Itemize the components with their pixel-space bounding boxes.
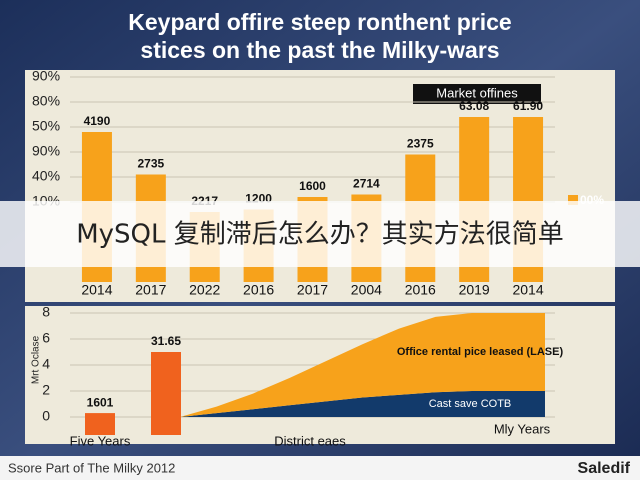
footer: Ssore Part of The Milky 2012 [8, 460, 175, 475]
value-label: 2735 [137, 157, 164, 171]
value-label: 1600 [299, 179, 326, 193]
x-tick-label: 2017 [297, 282, 328, 298]
value-label: 31.65 [151, 334, 181, 348]
x-tick-label: 2016 [405, 282, 436, 298]
x-tick-label: 2019 [459, 282, 490, 298]
side-marker [568, 195, 578, 205]
area [180, 313, 545, 417]
y-tick-label: 8 [42, 304, 50, 320]
y-axis-label: Mrt Oclase [31, 335, 42, 384]
y-tick-label: 80% [32, 93, 60, 109]
value-label: 61.90 [513, 99, 543, 113]
footer-strip [0, 456, 640, 480]
x-tick-label: 2004 [351, 282, 382, 298]
x-tick-label: Five Years [70, 433, 131, 448]
x-tick-label: 2017 [135, 282, 166, 298]
y-tick-label: 90% [32, 68, 60, 84]
x-tick-label: 2016 [243, 282, 274, 298]
value-label: 4190 [84, 114, 111, 128]
legend-box [413, 84, 541, 104]
y-tick-label: 4 [42, 356, 50, 372]
banner [0, 201, 640, 267]
y-tick-label: 6 [42, 330, 50, 346]
bar [85, 413, 115, 435]
x-tick-label: 2022 [189, 282, 220, 298]
bar [151, 352, 181, 435]
y-tick-label: 50% [32, 118, 60, 134]
y-tick-label: 40% [32, 168, 60, 184]
value-label: 2375 [407, 137, 434, 151]
chart-subtitle: stices on the past the Milky-wars [140, 37, 499, 63]
brand: Saledif [578, 460, 631, 477]
x-label: District eaes [274, 433, 346, 448]
x-label: Mly Years [494, 421, 551, 436]
y-tick-label: 2 [42, 382, 50, 398]
x-tick-label: 2014 [81, 282, 112, 298]
area [180, 391, 545, 417]
chart-title: Keypard offire steep ronthent price [128, 9, 511, 35]
y-tick-label: 0 [42, 408, 50, 424]
value-label: 63.08 [459, 99, 489, 113]
value-label: 2714 [353, 177, 380, 191]
y-tick-label: 90% [32, 143, 60, 159]
x-tick-label: 2014 [512, 282, 543, 298]
legend-label: Market offines [436, 85, 518, 100]
value-label: 1601 [87, 395, 114, 409]
series-label: Office rental pice leased (LASE) [397, 346, 564, 358]
series-label: Cast save COTB [429, 398, 512, 410]
banner-text: MySQL 复制滞后怎么办？其实方法很简单 [76, 220, 564, 250]
